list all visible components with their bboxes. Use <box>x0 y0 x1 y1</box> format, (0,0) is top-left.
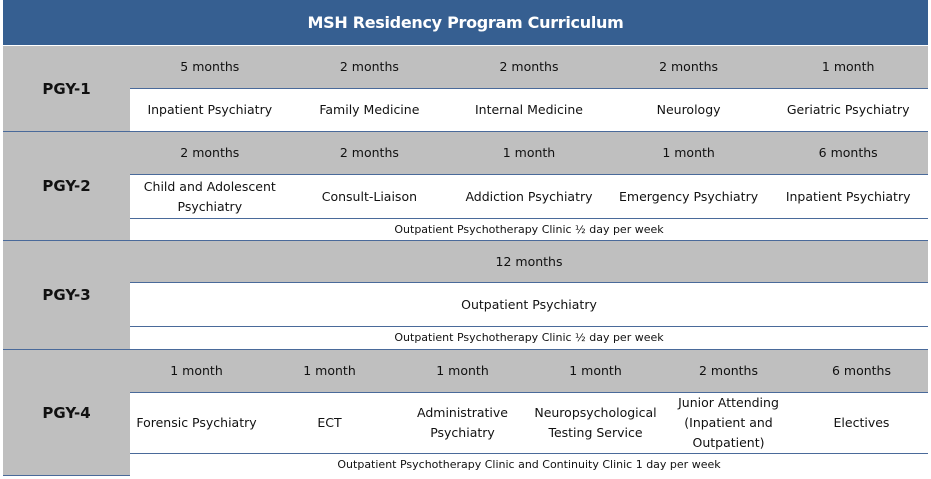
rotation-cell: Addiction Psychiatry <box>465 188 593 204</box>
duration-cell: 1 month <box>821 59 875 74</box>
duration-cell: 6 months <box>818 145 878 160</box>
rotation-cell: Electives <box>833 415 890 430</box>
duration-cell: 2 months <box>180 145 240 160</box>
rotation-cell: Administrative Psychiatry <box>417 405 508 440</box>
duration-cell: 2 months <box>698 363 758 378</box>
rotation-cell: Geriatric Psychiatry <box>786 102 910 117</box>
duration-cell: 2 months <box>659 59 719 74</box>
rotation-cell: ECT <box>317 415 342 430</box>
duration-cell: 1 month <box>569 363 622 378</box>
rotation-cell: Emergency Psychiatry <box>619 188 759 204</box>
clinic-row: Outpatient Psychotherapy Clinic ½ day pe… <box>130 326 928 349</box>
clinic-cell: Outpatient Psychotherapy Clinic and Cont… <box>337 458 721 471</box>
duration-cell: 1 month <box>662 145 715 160</box>
pgy-4-block: PGY-4 1 month 1 month 1 month 1 month 2 … <box>3 350 928 476</box>
year-label: PGY-2 <box>42 177 91 195</box>
rotation-cell: Inpatient Psychiatry <box>147 102 273 117</box>
duration-cell: 2 months <box>499 59 559 74</box>
clinic-cell: Outpatient Psychotherapy Clinic ½ day pe… <box>394 222 664 236</box>
rotation-cell: Child and Adolescent Psychiatry <box>143 178 276 214</box>
rotation-row: Outpatient Psychiatry <box>130 282 928 326</box>
pgy-1-block: PGY-1 5 months 2 months 2 months 2 month… <box>3 46 928 132</box>
rotation-cell: Inpatient Psychiatry <box>785 188 911 204</box>
rotation-row: Child and Adolescent Psychiatry Consult-… <box>130 174 928 218</box>
duration-cell: 1 month <box>303 363 356 378</box>
rotation-cell: Internal Medicine <box>474 102 583 117</box>
rotation-cell: Forensic Psychiatry <box>136 415 257 430</box>
rotation-cell: Family Medicine <box>319 102 420 117</box>
rotation-cell: Neurology <box>656 102 721 117</box>
rotation-cell: Outpatient Psychiatry <box>461 296 597 312</box>
year-label: PGY-1 <box>42 79 91 98</box>
table-title: MSH Residency Program Curriculum <box>3 0 928 45</box>
clinic-cell: Outpatient Psychotherapy Clinic ½ day pe… <box>394 331 664 344</box>
duration-cell: 2 months <box>339 145 399 160</box>
rotation-cell: Neuropsychological Testing Service <box>534 405 657 440</box>
clinic-row: Outpatient Psychotherapy Clinic ½ day pe… <box>130 218 928 240</box>
duration-row: 2 months 2 months 1 month 1 month 6 mont… <box>130 132 928 174</box>
duration-row: 1 month 1 month 1 month 1 month 2 months… <box>130 350 928 392</box>
rotation-row: Inpatient Psychiatry Family Medicine Int… <box>130 88 928 131</box>
pgy-2-block: PGY-2 2 months 2 months 1 month 1 month … <box>3 132 928 241</box>
year-label: PGY-4 <box>42 403 91 422</box>
clinic-row: Outpatient Psychotherapy Clinic and Cont… <box>130 453 928 476</box>
duration-cell: 1 month <box>502 145 556 160</box>
duration-row: 5 months 2 months 2 months 2 months 1 mo… <box>130 46 928 88</box>
pgy-3-block: PGY-3 12 months Outpatient Psychiatry Ou… <box>3 241 928 350</box>
duration-cell: 5 months <box>180 59 240 74</box>
rotation-cell: Junior Attending (Inpatient and Outpatie… <box>678 395 779 450</box>
duration-row: 12 months <box>130 241 928 282</box>
rotation-cell: Consult-Liaison <box>321 188 418 204</box>
rotation-row: Forensic Psychiatry ECT Administrative P… <box>130 392 928 453</box>
duration-cell: 2 months <box>339 59 399 74</box>
duration-cell: 1 month <box>170 363 223 378</box>
duration-cell: 12 months <box>495 253 563 269</box>
year-label: PGY-3 <box>42 286 91 304</box>
duration-cell: 6 months <box>831 363 891 378</box>
duration-cell: 1 month <box>436 363 489 378</box>
